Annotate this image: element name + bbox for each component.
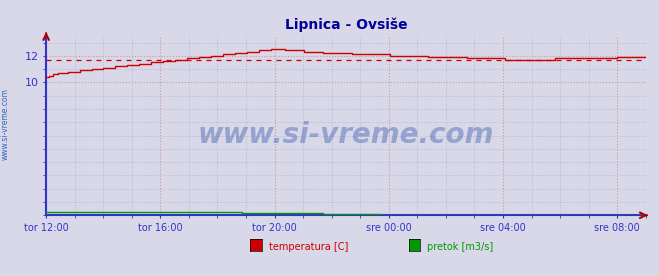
Title: Lipnica - Ovsiše: Lipnica - Ovsiše [285, 17, 407, 32]
Text: temperatura [C]: temperatura [C] [269, 242, 348, 252]
Text: www.si-vreme.com: www.si-vreme.com [1, 88, 10, 160]
Text: www.si-vreme.com: www.si-vreme.com [198, 121, 494, 148]
Text: pretok [m3/s]: pretok [m3/s] [427, 242, 494, 252]
